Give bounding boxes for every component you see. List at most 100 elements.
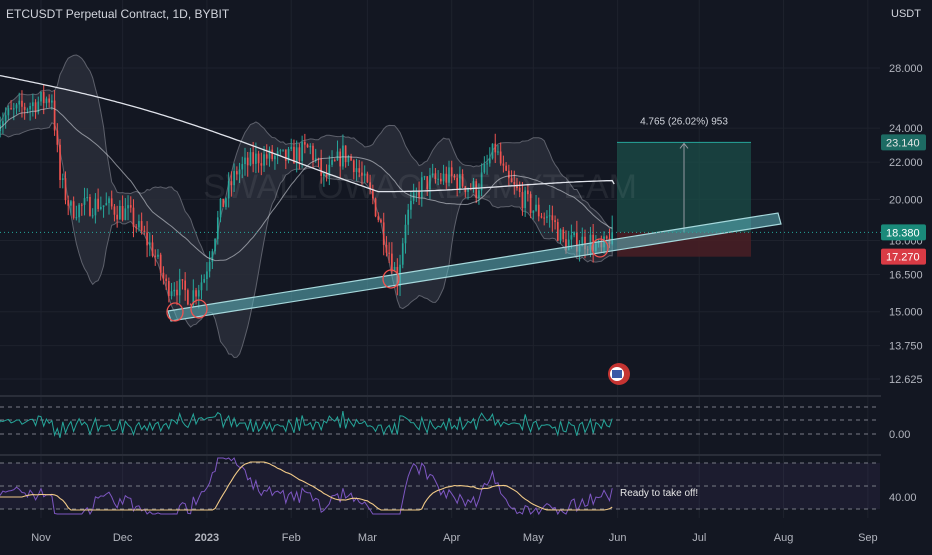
grid-layer <box>0 0 932 518</box>
candle-body <box>157 254 159 257</box>
candle-body <box>497 151 499 153</box>
candle-body <box>352 160 355 173</box>
candle-body <box>138 221 140 228</box>
candle-body <box>94 198 97 216</box>
candle-body <box>26 109 29 111</box>
candle-body <box>371 189 374 199</box>
candle-body <box>423 176 426 178</box>
target-price-badge: 23.140 <box>886 137 920 149</box>
candle-body <box>21 100 23 107</box>
time-tick-label: Jun <box>609 532 627 544</box>
candle-body <box>61 178 64 180</box>
candle-body <box>132 207 135 227</box>
candle-body <box>75 217 78 219</box>
candle-body <box>282 149 284 151</box>
candles-layer <box>0 84 614 309</box>
candle-body <box>7 108 10 116</box>
candle-body <box>216 217 219 239</box>
candle-body <box>162 272 165 279</box>
candle-body <box>401 243 404 265</box>
watermark: SWALLOWACADEMYTEAM <box>203 168 637 206</box>
candle-body <box>18 100 21 105</box>
candle-body <box>127 205 129 209</box>
candle-body <box>562 229 565 240</box>
candle-body <box>140 221 143 231</box>
candle-body <box>29 106 31 110</box>
candle-body <box>418 191 420 198</box>
candle-body <box>246 157 249 166</box>
time-tick-label: Dec <box>113 532 133 544</box>
candle-body <box>268 149 271 159</box>
candle-body <box>333 160 336 162</box>
candle-body <box>355 168 358 173</box>
touch-point-circle <box>190 299 208 319</box>
candle-body <box>374 198 377 217</box>
candle-body <box>45 98 48 104</box>
candle-body <box>369 182 371 190</box>
candle-body <box>518 188 521 193</box>
candle-body <box>235 171 238 175</box>
candle-body <box>366 173 369 183</box>
candle-body <box>64 178 67 201</box>
candle-body <box>342 145 344 167</box>
candle-body <box>336 151 339 161</box>
time-tick-label: Aug <box>774 532 794 544</box>
candle-body <box>197 290 200 297</box>
candle-body <box>524 190 527 209</box>
time-tick-label: Sep <box>858 532 878 544</box>
target-arrow-head <box>679 142 689 149</box>
candle-body <box>331 160 333 165</box>
candle-body <box>584 236 586 250</box>
candle-body <box>521 192 524 209</box>
trend-channel[interactable] <box>167 212 782 322</box>
rsi-pane: Ready to take off! <box>0 457 880 516</box>
candle-body <box>116 214 119 220</box>
candle-body <box>113 206 116 215</box>
candle-body <box>382 222 385 245</box>
candle-body <box>279 150 282 152</box>
candle-body <box>385 244 388 253</box>
candle-body <box>314 158 317 161</box>
candle-body <box>556 222 559 241</box>
candle-body <box>42 92 45 104</box>
candle-body <box>159 254 162 273</box>
candle-body <box>290 146 293 150</box>
trend-channel-layer[interactable] <box>166 212 782 322</box>
stop-price-badge-bg <box>881 248 926 265</box>
candle-body <box>377 216 380 220</box>
candle-body <box>491 143 494 159</box>
candle-body <box>110 198 113 207</box>
price-axis[interactable]: USDT28.00024.00022.00020.00018.00016.500… <box>881 0 932 550</box>
candle-body <box>546 216 548 218</box>
candle-body <box>184 280 187 291</box>
candle-body <box>83 198 86 205</box>
candle-body <box>407 209 410 225</box>
candle-body <box>192 290 195 305</box>
candle-body <box>170 291 173 297</box>
candle-body <box>516 184 518 189</box>
candle-body <box>328 164 331 177</box>
time-tick-label: May <box>523 532 544 544</box>
candle-body <box>486 163 488 165</box>
candle-body <box>108 198 110 204</box>
annotation-ready: Ready to take off! <box>620 488 698 499</box>
candle-body <box>344 145 347 163</box>
trade-box-layer[interactable]: 4.765 (26.02%) 953 <box>617 116 751 257</box>
flag-icon[interactable] <box>608 363 630 385</box>
candle-body <box>426 176 429 190</box>
candle-body <box>429 175 431 190</box>
time-axis[interactable]: Nov Dec 2023 Feb Mar Apr May Jun Jul Aug Sep <box>0 522 932 550</box>
candle-body <box>178 279 181 296</box>
candle-body <box>320 158 323 176</box>
time-tick-label: Mar <box>358 532 377 544</box>
candle-body <box>380 219 382 223</box>
candle-body <box>265 154 268 159</box>
candle-body <box>442 173 445 182</box>
candle-body <box>214 238 216 252</box>
candle-body <box>439 178 442 182</box>
oscillator-line <box>0 411 613 438</box>
candle-body <box>575 232 578 252</box>
candle-body <box>301 142 303 161</box>
